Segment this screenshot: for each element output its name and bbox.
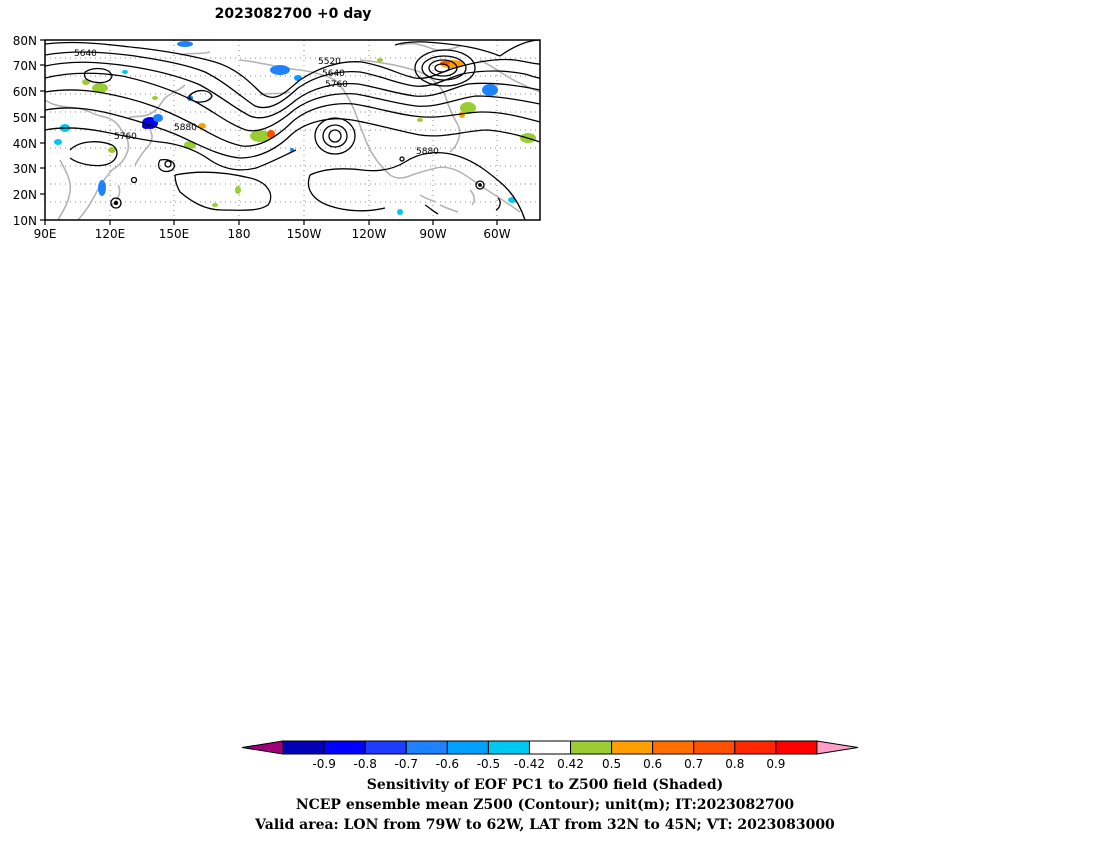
lon-label: 90W	[419, 227, 446, 241]
caption-line-3: Valid area: LON from 79W to 62W, LAT fro…	[255, 817, 835, 833]
coastlines	[45, 42, 540, 220]
grid-lines	[45, 40, 540, 220]
colorbar-tick-label: -0.5	[477, 757, 500, 771]
colorbar-box	[734, 740, 777, 755]
lon-label: 90E	[34, 227, 57, 241]
contour-label: 5880	[174, 123, 197, 133]
colorbar-tick-label: -0.8	[353, 757, 376, 771]
colorbar-box	[323, 740, 366, 755]
colorbar-tick-label: 0.5	[602, 757, 621, 771]
plot-title: 2023082700 +0 day	[214, 6, 372, 22]
lat-label: 60N	[13, 85, 37, 99]
colorbar-boxes	[241, 740, 859, 755]
caption-line-1: Sensitivity of EOF PC1 to Z500 field (Sh…	[366, 777, 724, 793]
latitude-labels: 80N 70N 60N 50N 40N 30N 20N 10N	[13, 34, 37, 228]
colorbar-tick-label: -0.6	[436, 757, 459, 771]
lon-label: 120E	[95, 227, 126, 241]
lat-label: 20N	[13, 188, 37, 202]
lon-label: 120W	[352, 227, 387, 241]
lat-label: 50N	[13, 111, 37, 125]
colorbar-tick-label: 0.8	[725, 757, 744, 771]
contour-label: 5640	[74, 49, 97, 59]
colorbar-tick-label: -0.9	[312, 757, 335, 771]
contour-label: 5760	[325, 80, 348, 90]
colorbar-tick-label: 0.7	[684, 757, 703, 771]
colorbar-box	[446, 740, 489, 755]
colorbar-tick-label: 0.42	[557, 757, 584, 771]
colorbar-box	[528, 740, 572, 755]
colorbar-max-arrow	[816, 740, 859, 755]
contour-label: 5640	[322, 69, 345, 79]
lon-label: 60W	[483, 227, 510, 241]
contour-label: 5880	[416, 147, 439, 157]
colorbar-tick-labels: -0.9 -0.8 -0.7 -0.6 -0.5 -0.42 0.42 0.5 0.6 0.7 0.…	[312, 757, 785, 771]
axis-ticks	[40, 39, 498, 225]
lat-label: 80N	[13, 34, 37, 48]
colorbar-box	[570, 740, 613, 755]
map-frame-background	[45, 40, 540, 220]
lon-label: 180	[228, 227, 251, 241]
contour-labels: 5640 5520 5640 5760 5760 5880 5880	[74, 49, 439, 157]
colorbar-tick-label: -0.7	[395, 757, 418, 771]
colorbar-box	[282, 740, 325, 755]
contour-label: 5520	[318, 57, 341, 67]
map-panel: 5640 5520 5640 5760 5760 5880 5880 80N 7…	[13, 34, 541, 241]
colorbar-min-arrow	[241, 740, 284, 755]
z500-contours	[45, 40, 540, 220]
contour-label: 5760	[114, 132, 137, 142]
caption-line-2: NCEP ensemble mean Z500 (Contour); unit(…	[295, 797, 795, 813]
lon-label: 150E	[159, 227, 190, 241]
colorbar-tick-label: 0.6	[643, 757, 662, 771]
colorbar-tick-label: -0.42	[514, 757, 545, 771]
longitude-labels: 90E 120E 150E 180 150W 120W 90W 60W	[34, 227, 511, 241]
lon-label: 150W	[287, 227, 322, 241]
lat-label: 10N	[13, 214, 37, 228]
lat-label: 30N	[13, 162, 37, 176]
lat-label: 40N	[13, 137, 37, 151]
colorbar-box	[693, 740, 736, 755]
colorbar-box	[364, 740, 407, 755]
colorbar-box	[405, 740, 448, 755]
colorbar-box	[652, 740, 695, 755]
lat-label: 70N	[13, 59, 37, 73]
colorbar-tick-label: 0.9	[766, 757, 785, 771]
map-frame	[44, 39, 541, 221]
colorbar-box	[775, 740, 818, 755]
colorbar-box	[611, 740, 654, 755]
colorbar-box	[487, 740, 530, 755]
